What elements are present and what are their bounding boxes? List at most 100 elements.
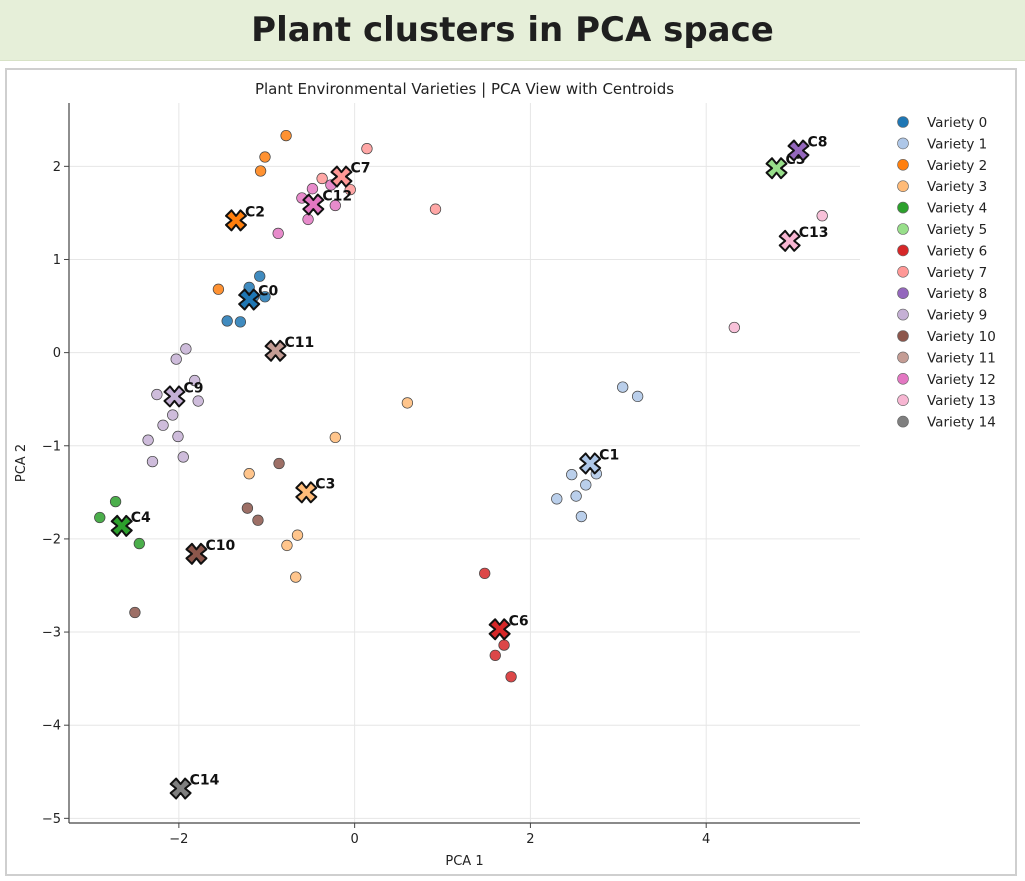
data-point	[221, 315, 233, 327]
data-point	[505, 671, 517, 683]
legend-marker	[897, 180, 909, 192]
legend-marker	[897, 415, 909, 428]
centroid-marker	[765, 157, 788, 180]
data-point	[142, 434, 154, 446]
data-point	[192, 395, 204, 407]
centroid-label: C0	[258, 284, 278, 300]
data-point	[129, 606, 141, 619]
y-tick-label: −2	[42, 532, 61, 547]
legend-label: Variety 8	[927, 286, 987, 302]
data-point	[259, 291, 271, 303]
data-point	[272, 227, 284, 240]
data-point	[551, 493, 563, 505]
centroid-marker	[224, 209, 247, 232]
legend-label: Variety 1	[927, 136, 987, 152]
y-tick-label: 0	[53, 346, 61, 361]
centroid-marker	[110, 514, 133, 537]
x-axis-label: PCA 1	[445, 854, 483, 869]
x-tick-label: −2	[169, 832, 188, 847]
data-point	[280, 129, 292, 142]
centroid-marker	[238, 288, 261, 311]
data-point	[566, 468, 578, 481]
data-point	[489, 649, 501, 661]
legend-marker	[897, 372, 909, 385]
centroid-marker	[579, 452, 602, 475]
data-point	[254, 270, 266, 282]
legend-marker	[897, 394, 909, 407]
data-point	[151, 388, 163, 401]
legend-label: Variety 5	[927, 222, 987, 238]
data-point	[243, 281, 255, 294]
centroid-marker	[169, 777, 192, 800]
legend-label: Variety 2	[927, 158, 987, 174]
data-point	[259, 151, 271, 163]
data-point	[189, 374, 201, 387]
data-point	[498, 639, 510, 651]
centroid-label: C9	[183, 380, 203, 396]
data-point	[302, 213, 314, 226]
centroid-label: C1	[599, 447, 619, 463]
x-tick-label: 4	[702, 832, 710, 847]
centroid-marker	[488, 618, 511, 641]
centroid-marker	[264, 339, 287, 362]
chart-figure: Plant Environmental Varieties | PCA View…	[5, 68, 1017, 876]
data-point	[329, 199, 341, 212]
centroid-label: C3	[315, 476, 335, 492]
data-point	[109, 496, 122, 508]
legend-marker	[897, 137, 909, 150]
centroid-label: C2	[245, 204, 265, 220]
data-point	[316, 172, 328, 185]
legend-marker	[897, 266, 909, 278]
legend-label: Variety 14	[927, 415, 996, 431]
data-point	[254, 165, 267, 177]
centroid-marker	[330, 165, 353, 188]
data-point	[167, 409, 179, 421]
centroid-label: C8	[807, 135, 827, 151]
legend-marker	[897, 116, 909, 128]
data-point	[212, 283, 225, 295]
data-point	[291, 529, 304, 541]
data-point	[170, 353, 182, 365]
scatter-chart: Plant Environmental Varieties | PCA View…	[14, 80, 996, 869]
y-tick-label: −5	[42, 812, 61, 827]
legend-label: Variety 13	[927, 393, 996, 409]
legend-label: Variety 11	[927, 350, 996, 366]
centroid-marker	[787, 139, 810, 162]
data-point	[241, 502, 254, 514]
data-point	[344, 183, 356, 196]
data-point	[281, 539, 293, 552]
y-tick-label: 2	[53, 160, 61, 175]
legend-marker	[897, 330, 909, 342]
legend-label: Variety 6	[927, 243, 987, 259]
centroid-marker	[778, 229, 801, 252]
data-point	[180, 343, 192, 355]
data-point	[133, 537, 145, 550]
data-point	[172, 430, 184, 443]
data-point	[816, 210, 828, 222]
centroid-label: C6	[509, 613, 529, 629]
data-point	[329, 431, 341, 444]
y-tick-label: −4	[42, 719, 61, 734]
centroid-label: C4	[131, 510, 151, 526]
x-tick-label: 0	[350, 832, 358, 847]
data-point	[306, 183, 319, 195]
centroid-label: C14	[190, 773, 220, 789]
legend-label: Variety 12	[927, 372, 996, 388]
centroid-label: C12	[322, 189, 352, 205]
centroid-marker	[185, 542, 208, 565]
banner-title: Plant clusters in PCA space	[251, 10, 774, 50]
data-point	[429, 203, 442, 215]
centroid-label: C10	[205, 538, 235, 554]
data-point	[146, 455, 159, 468]
centroid-label: C11	[285, 335, 315, 351]
data-point	[617, 381, 629, 393]
data-point	[157, 419, 169, 431]
chart-title: Plant Environmental Varieties | PCA View…	[255, 80, 674, 98]
legend-label: Variety 3	[927, 179, 987, 195]
legend-label: Variety 9	[927, 308, 987, 324]
legend-marker	[897, 223, 909, 235]
y-axis-label: PCA 2	[14, 444, 29, 482]
data-point	[728, 321, 740, 334]
legend-label: Variety 0	[927, 115, 987, 131]
data-point	[273, 457, 285, 470]
